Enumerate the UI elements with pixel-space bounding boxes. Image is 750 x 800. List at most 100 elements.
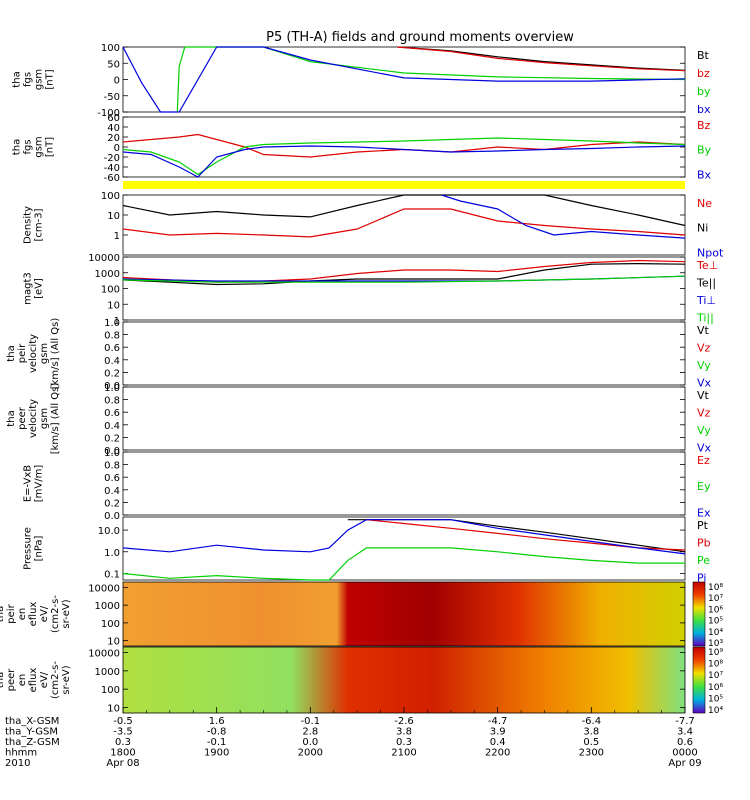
colorbar-tick-label: 10⁹ <box>708 648 723 658</box>
y-axis-label-line: tha <box>6 345 17 361</box>
y-axis-label-line: peir <box>6 603 17 623</box>
legend-magt3: Te⊥ <box>696 259 718 272</box>
y-tick-label: 1 <box>114 316 120 327</box>
legend-fgs_gsm: by <box>697 85 711 98</box>
x-tick-label: -0.5 <box>113 716 133 727</box>
x-tick-label: 0.6 <box>677 737 693 748</box>
y-axis-label-line: [mV/m] <box>34 465 45 503</box>
x-tick-label: -6.4 <box>582 716 602 727</box>
legend-fgs_gse: By <box>697 144 712 157</box>
y-tick-label: 10000 <box>88 253 120 264</box>
x-tick-label: 0.3 <box>396 737 412 748</box>
y-tick-label: 1.0 <box>104 318 120 329</box>
y-tick-label: 1000 <box>95 601 120 612</box>
y-axis-label-line: tha <box>0 672 6 688</box>
y-axis-label-line: gsm <box>39 343 50 364</box>
y-tick-label: 0.6 <box>104 408 120 419</box>
x-tick-label: -3.5 <box>113 727 133 738</box>
x-tick-label: Apr 08 <box>106 758 139 769</box>
legend-pressure: Pt <box>697 519 709 532</box>
x-tick-label: 1800 <box>110 748 135 759</box>
panel-peir_velocity: 1.0 0.80.6 0.40.2 0.0 thapeirvelocitygsm[km/… <box>6 318 712 392</box>
y-tick-label: 1.0 <box>104 548 120 559</box>
y-tick-label: 0.8 <box>104 396 120 407</box>
series-density-Ne <box>122 208 686 238</box>
series-fgs_gse-By <box>122 137 686 176</box>
y-tick-label: 10 <box>107 300 120 311</box>
x-tick-label: -0.1 <box>301 716 321 727</box>
panel-frame <box>122 451 686 516</box>
y-tick-label: 1.0 <box>104 448 120 459</box>
y-tick-label: 0.4 <box>104 421 120 432</box>
y-tick-label: 0.8 <box>104 331 120 342</box>
colorbar-tick-label: 10³ <box>708 639 723 649</box>
y-axis-label: Pressure[nPa] <box>23 527 45 570</box>
y-axis-label: thafgsgsm[nT] <box>12 69 56 90</box>
colorbar-tick-label: 10⁷ <box>708 594 723 604</box>
y-tick-label: -40 <box>104 163 120 174</box>
legend-magt3: Te|| <box>696 276 716 289</box>
x-row-label: tha_Z-GSM <box>5 737 60 748</box>
y-axis-label-line: [cm-3] <box>34 208 45 241</box>
y-axis-label-line: [km/s] (All Qs) <box>50 318 61 390</box>
series-density-Npot <box>441 194 686 239</box>
panel-frame <box>122 46 686 113</box>
x-tick-label: 2.8 <box>302 727 318 738</box>
y-axis-label-line: sr-eV) <box>61 665 72 694</box>
panel-frame <box>122 256 686 321</box>
x-tick-label: -2.6 <box>394 716 414 727</box>
x-tick-label: -7.7 <box>675 716 695 727</box>
series-density-Ni <box>122 194 686 227</box>
y-axis-label-line: peer <box>17 406 28 430</box>
y-axis-label-line: fgs <box>23 139 34 154</box>
y-axis-label: magt3[eV] <box>23 272 45 305</box>
x-tick-label: 3.8 <box>583 727 599 738</box>
y-tick-label: 0.6 <box>104 473 120 484</box>
legend-fgs_gse: Bz <box>697 119 711 132</box>
panels: 100500-50-100thafgsgsm[nT]Btbzbybx604020… <box>0 43 724 716</box>
colorbar-tick-label: 10⁸ <box>708 583 723 593</box>
colorbar-tick-label: 10⁴ <box>708 628 723 638</box>
y-tick-label: 10 <box>107 703 120 714</box>
y-axis-label-line: en <box>17 608 28 621</box>
colorbar-gradient <box>692 581 706 647</box>
y-tick-label: 10000 <box>88 649 120 660</box>
y-tick-label: 100 <box>101 685 120 696</box>
plot-title: P5 (TH-A) fields and ground moments over… <box>266 30 574 45</box>
legend-peir_velocity: Vx <box>697 376 712 389</box>
y-tick-label: 0.4 <box>104 356 120 367</box>
y-axis-label: thapeirvelocitygsm[km/s] (All Qs) <box>6 318 61 390</box>
legend-peir_velocity: Vz <box>697 341 711 354</box>
y-tick-label: 20 <box>107 133 120 144</box>
y-axis-label-line: [km/s] (All Qs) <box>50 383 61 455</box>
x-tick-label: -0.1 <box>207 737 227 748</box>
y-axis-label: E=-VxB[mV/m] <box>23 465 45 503</box>
y-tick-label: -20 <box>104 153 120 164</box>
colorbar-tick-label: 10⁷ <box>708 671 723 681</box>
y-tick-label: 0.1 <box>104 569 120 580</box>
y-tick-label: 60 <box>107 113 120 124</box>
y-tick-label: 0.2 <box>104 433 120 444</box>
x-tick-label: -4.7 <box>488 716 508 727</box>
heatmap-peir_eflux <box>123 582 685 646</box>
x-tick-label: 0.4 <box>490 737 506 748</box>
y-axis-label-line: eflux <box>28 668 39 693</box>
y-axis-label-line: peer <box>6 668 17 692</box>
legend-pressure: Pi <box>697 571 706 584</box>
y-tick-label: -50 <box>104 92 120 103</box>
y-axis-label: thapeervelocitygsm[km/s] (All Qs) <box>6 383 61 455</box>
y-tick-label: 0.8 <box>104 461 120 472</box>
y-axis-label-line: Density <box>23 206 34 244</box>
panel-peer_eflux: 10⁹10⁸10⁷10⁶10⁵10⁴10000100010010thapeere… <box>0 646 723 716</box>
panel-frame <box>122 321 686 386</box>
y-tick-label: 40 <box>107 123 120 134</box>
panel-density: 100 10 1 Density[cm-3] Ne Ni Npot <box>23 191 724 259</box>
x-tick-label: 2000 <box>298 748 323 759</box>
y-tick-label: 0.4 <box>104 486 120 497</box>
x-row-label: tha_X-GSM <box>5 716 59 727</box>
panel-pressure: 10.0 1.0 0.1 Pressure[nPa] Pt Pb Pe Pi <box>23 516 711 584</box>
y-axis-label-line: tha <box>6 410 17 426</box>
legend-fgs_gsm: Bt <box>697 49 710 62</box>
